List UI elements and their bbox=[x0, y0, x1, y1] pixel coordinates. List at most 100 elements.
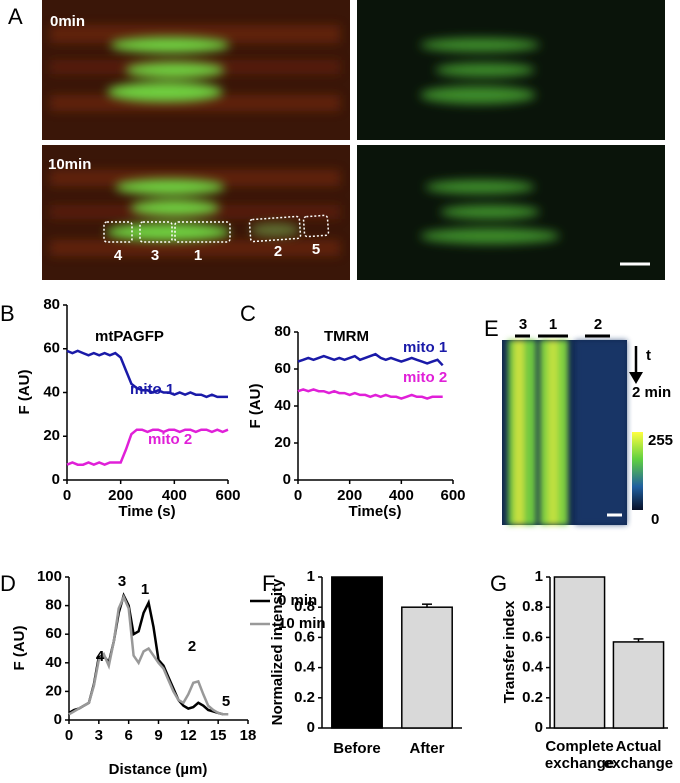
bar bbox=[612, 641, 665, 729]
panel-label: G bbox=[490, 571, 507, 596]
chart-title: TMRM bbox=[324, 328, 369, 345]
y-tick-label: 0.6 bbox=[294, 628, 315, 645]
y-tick-label: 40 bbox=[45, 654, 62, 671]
series-label: mito 1 bbox=[130, 381, 174, 398]
bar bbox=[331, 576, 383, 729]
series-line bbox=[66, 349, 228, 399]
bar bbox=[401, 606, 453, 729]
region-label: 2 bbox=[594, 316, 602, 333]
region-label: 1 bbox=[549, 316, 557, 333]
image-text: 0min bbox=[50, 13, 85, 30]
y-tick-label: 0 bbox=[283, 471, 291, 488]
y-tick-label: 0 bbox=[52, 471, 60, 488]
y-tick-label: 0.2 bbox=[522, 689, 543, 706]
x-tick-label: Complete exchange bbox=[544, 738, 615, 772]
annotation: 5 bbox=[222, 693, 230, 710]
y-tick-label: 0.4 bbox=[522, 659, 544, 676]
y-tick-label: 0.8 bbox=[522, 598, 543, 615]
y-tick-label: 0.4 bbox=[294, 659, 316, 676]
series-line bbox=[297, 352, 444, 367]
x-tick-label: 18 bbox=[240, 727, 257, 744]
series-label: mito 2 bbox=[403, 369, 447, 386]
x-tick-label: 400 bbox=[162, 487, 187, 504]
colorbar-label: 0 bbox=[651, 511, 659, 528]
x-tick-label: 3 bbox=[95, 727, 103, 744]
series-label: mito 1 bbox=[403, 339, 447, 356]
annotation: 4 bbox=[96, 648, 105, 665]
colorbar-label: 255 bbox=[648, 432, 673, 449]
y-tick-label: 60 bbox=[45, 625, 62, 642]
y-tick-label: 60 bbox=[274, 360, 291, 377]
y-axis-label: F (AU) bbox=[247, 384, 264, 429]
x-tick-label: 9 bbox=[154, 727, 162, 744]
x-tick-label: 600 bbox=[440, 487, 465, 504]
y-tick-label: 80 bbox=[274, 323, 291, 340]
y-tick-label: 80 bbox=[43, 296, 60, 313]
y-tick-label: 0.6 bbox=[522, 628, 543, 645]
region-label: 3 bbox=[151, 247, 159, 264]
panel-label: A bbox=[8, 4, 23, 29]
x-tick-label: Actual exchange bbox=[603, 738, 674, 772]
x-tick-label: 200 bbox=[337, 487, 362, 504]
x-axis-label: Time(s) bbox=[348, 503, 401, 520]
x-tick-label: 0 bbox=[294, 487, 302, 504]
x-tick-label: 0 bbox=[65, 727, 73, 744]
y-tick-label: 80 bbox=[45, 597, 62, 614]
series-label: mito 2 bbox=[148, 431, 192, 448]
series-line bbox=[68, 593, 229, 716]
legend-label: 0 min bbox=[278, 592, 317, 609]
region-label: 3 bbox=[519, 316, 527, 333]
x-tick-label: 400 bbox=[389, 487, 414, 504]
y-tick-label: 20 bbox=[43, 427, 60, 444]
x-axis-label: Distance (µm) bbox=[109, 761, 208, 778]
bar bbox=[553, 576, 606, 729]
panel-label: E bbox=[484, 316, 499, 341]
panel-label: F bbox=[262, 571, 275, 596]
x-tick-label: 200 bbox=[108, 487, 133, 504]
x-tick-label: 15 bbox=[210, 727, 227, 744]
x-axis-label: Time (s) bbox=[118, 503, 175, 520]
y-axis-label: F (AU) bbox=[11, 626, 28, 671]
y-tick-label: 0.8 bbox=[294, 598, 315, 615]
x-tick-label: 0 bbox=[63, 487, 71, 504]
series-line bbox=[297, 388, 443, 400]
y-axis-label: F (AU) bbox=[16, 370, 33, 415]
image-text: 10min bbox=[48, 156, 91, 173]
y-axis-label: Transfer index bbox=[501, 600, 518, 703]
y-tick-label: 100 bbox=[37, 568, 62, 585]
y-tick-label: 40 bbox=[43, 383, 60, 400]
image-text: t bbox=[646, 347, 651, 364]
y-tick-label: 40 bbox=[274, 397, 291, 414]
y-tick-label: 0 bbox=[307, 719, 315, 736]
x-tick-label: 600 bbox=[215, 487, 240, 504]
y-tick-label: 0.2 bbox=[294, 689, 315, 706]
image-a bbox=[42, 0, 665, 280]
y-tick-label: 20 bbox=[274, 434, 291, 451]
annotation: 1 bbox=[141, 581, 149, 598]
y-axis-label: Normalized intensity bbox=[269, 578, 286, 725]
panel-label: D bbox=[0, 571, 16, 596]
x-tick-label: 12 bbox=[180, 727, 197, 744]
panel-label: B bbox=[0, 301, 15, 326]
y-tick-label: 0 bbox=[535, 719, 543, 736]
x-tick-label: After bbox=[409, 740, 445, 757]
x-tick-label: Before bbox=[333, 740, 381, 757]
x-tick-label: 6 bbox=[124, 727, 132, 744]
y-tick-label: 60 bbox=[43, 340, 60, 357]
y-tick-label: 1 bbox=[307, 568, 315, 585]
region-label: 5 bbox=[312, 241, 320, 258]
panel-label: C bbox=[240, 301, 256, 326]
image-e bbox=[502, 334, 643, 525]
y-tick-label: 0 bbox=[54, 711, 62, 728]
y-tick-label: 1 bbox=[535, 568, 543, 585]
region-label: 2 bbox=[274, 243, 282, 260]
chart-title: mtPAGFP bbox=[95, 328, 164, 345]
series-line bbox=[66, 428, 229, 467]
y-tick-label: 20 bbox=[45, 682, 62, 699]
annotation: 3 bbox=[118, 573, 126, 590]
legend-label: 10 min bbox=[278, 615, 326, 632]
annotation: 2 bbox=[188, 638, 196, 655]
region-label: 1 bbox=[194, 247, 202, 264]
